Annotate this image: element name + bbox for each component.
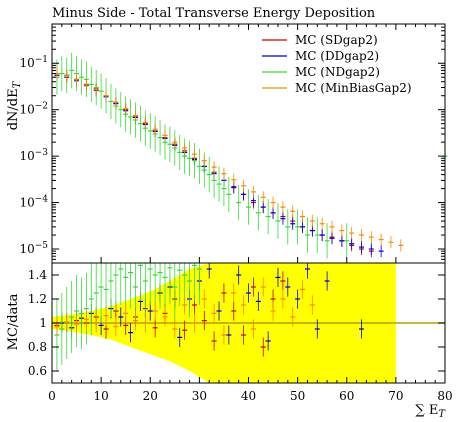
series-minbias — [54, 67, 404, 252]
series-dd — [54, 69, 384, 258]
y-tick-label: 10−2 — [19, 102, 48, 117]
y-tick-label: 10−5 — [19, 241, 48, 256]
ratio-series-nd — [54, 263, 202, 371]
axes: 0 10 20 30 40 50 60 70 80 10−1 10−2 10−3 10−4 10−5 0.6… — [19, 23, 453, 403]
legend-label-sd: MC (SDgap2) — [295, 33, 378, 47]
ratio-series-group — [54, 263, 364, 371]
ratio-y-tick-label: 0.8 — [28, 340, 47, 354]
x-tick-label: 0 — [48, 389, 56, 403]
x-tick-label: 80 — [437, 389, 452, 403]
ratio-y-axis-label: MC/data — [6, 293, 21, 350]
y-tick-label: 10−3 — [19, 148, 48, 163]
x-tick-label: 30 — [192, 389, 207, 403]
x-tick-label: 10 — [93, 389, 108, 403]
x-tick-label: 20 — [143, 389, 158, 403]
main-y-axis-label: dN/dET — [6, 80, 23, 130]
x-axis-label: ∑ ET — [415, 403, 446, 420]
x-tick-label: 50 — [290, 389, 305, 403]
chart-title: Minus Side - Total Transverse Energy Dep… — [52, 6, 376, 21]
ratio-y-tick-label: 0.6 — [28, 364, 47, 378]
x-tick-label: 60 — [339, 389, 354, 403]
uncertainty-band — [52, 263, 445, 383]
x-tick-label: 40 — [241, 389, 256, 403]
legend-label-minbias: MC (MinBiasGap2) — [295, 81, 412, 95]
ratio-y-tick-label: 1.4 — [28, 268, 47, 282]
ratio-series-minbias — [54, 277, 315, 345]
y-tick-label: 10−4 — [19, 195, 48, 210]
y-tick-label: 10−1 — [19, 55, 48, 70]
legend-label-dd: MC (DDgap2) — [295, 49, 379, 63]
main-plot-frame — [51, 23, 446, 264]
legend-label-nd: MC (NDgap2) — [295, 65, 380, 79]
ratio-y-tick-label: 1.2 — [28, 292, 47, 306]
x-tick-label: 70 — [388, 389, 403, 403]
legend: MC (SDgap2) MC (DDgap2) MC (NDgap2) MC (Min… — [262, 33, 412, 95]
ratio-y-tick-label: 1 — [39, 316, 47, 330]
